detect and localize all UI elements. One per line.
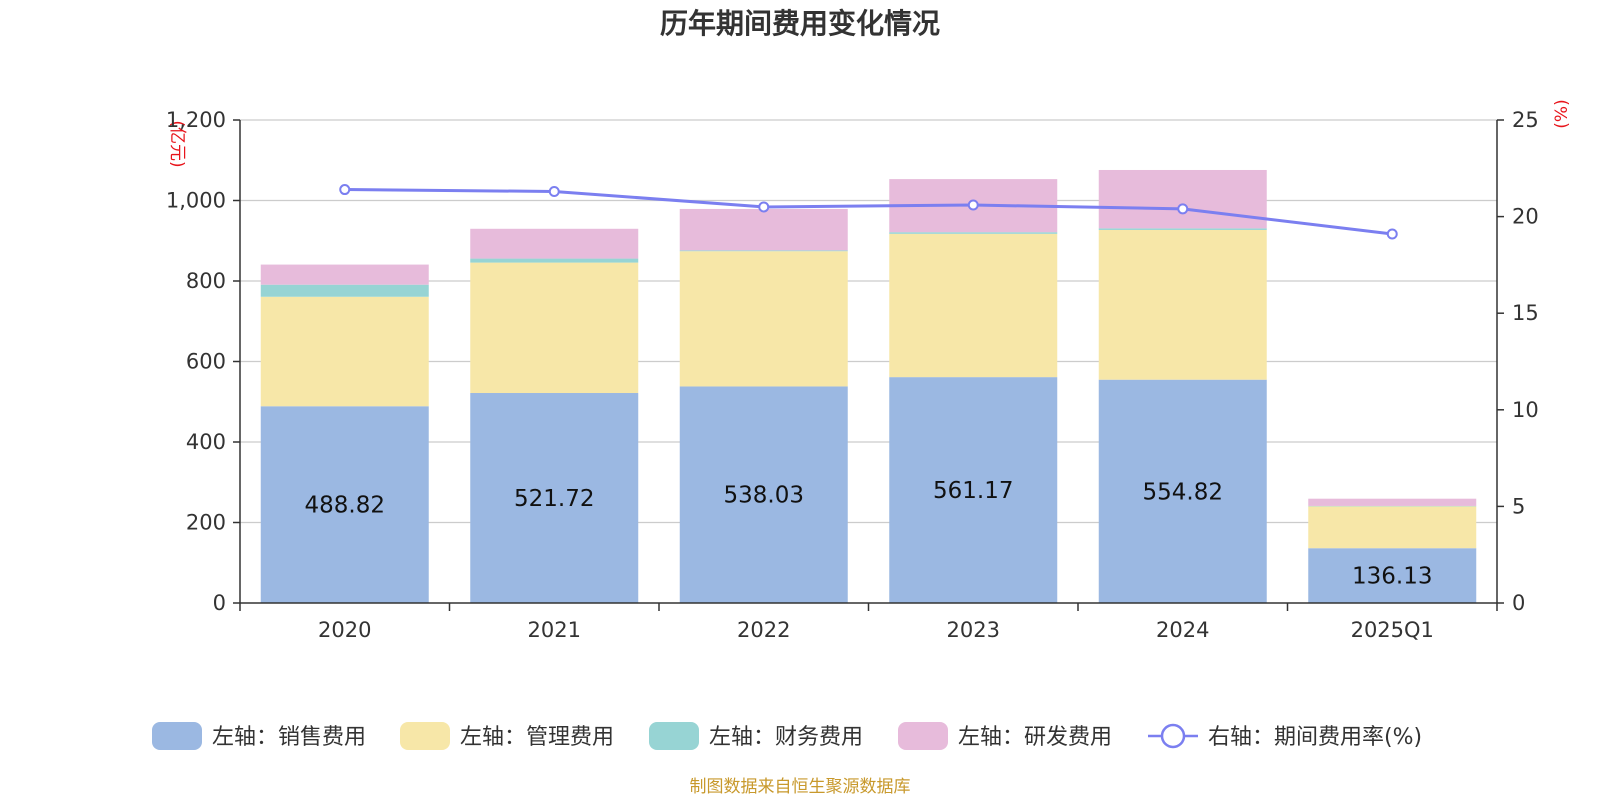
bar-segment [679,208,848,251]
right-axis-unit: (%) [1552,99,1572,128]
legend-label: 左轴：管理费用 [460,725,614,750]
legend-label: 左轴：研发费用 [958,725,1112,750]
bar-segment [260,264,429,285]
bar-data-label: 538.03 [724,483,804,509]
x-axis-tick-label: 2024 [1156,618,1209,642]
legend-swatch-icon [152,722,202,750]
rate-point [758,201,770,213]
rate-point [548,185,560,197]
rate-point [967,199,979,211]
axes: 0 200 400 600 800 1,000 1,200 0 5 10 15 20 25 2020 202… [166,108,1539,642]
left-axis-unit: (亿元) [167,120,187,167]
left-axis-tick-label: 800 [186,269,226,293]
bar-segment [1098,379,1267,603]
bar-data-label: 521.72 [514,486,594,512]
bar-data-label: 136.13 [1352,564,1432,590]
legend-marker-icon [1160,723,1186,749]
bar-segment [679,250,848,252]
bar-segment [1308,506,1477,549]
legend-swatch-icon [400,722,450,750]
bar-segment [470,262,639,394]
bar-series: 488.82 521.72 538.03 561.17 554.82 136.13 [260,169,1477,603]
bar-segment [889,377,1058,603]
right-axis-tick-label: 5 [1512,494,1525,518]
rate-point [339,184,351,196]
left-axis-tick-label: 1,200 [166,108,226,132]
bar-segment [470,393,639,603]
bar-segment [260,296,429,407]
source-note: 制图数据来自恒生聚源数据库 [690,777,911,797]
line-series [339,184,1398,240]
bar-segment [1098,229,1267,380]
bar-segment [260,284,429,297]
legend-swatch-icon [898,722,948,750]
left-axis-tick-label: 200 [186,511,226,535]
bar-segment [1098,169,1267,229]
right-axis-tick-label: 10 [1512,398,1539,422]
gridlines [240,119,1497,524]
bar-segment [1098,228,1267,230]
bar-segment [260,406,429,603]
left-axis-tick-label: 400 [186,430,226,454]
rate-point [1177,203,1189,215]
bar-segment [679,251,848,387]
x-axis-tick-label: 2021 [528,618,581,642]
right-axis-tick-label: 0 [1512,591,1525,615]
left-axis-tick-label: 600 [186,350,226,374]
bar-segment [470,228,639,259]
left-axis-tick-label: 0 [213,591,226,615]
bar-segment [679,386,848,603]
bar-segment [889,233,1058,378]
bar-data-label: 561.17 [933,478,1013,504]
x-axis-tick-label: 2023 [947,618,1000,642]
right-axis-tick-label: 20 [1512,205,1539,229]
chart-title: 历年期间费用变化情况 [660,7,940,40]
bar-segment [470,258,639,263]
x-axis-tick-label: 2020 [318,618,371,642]
legend-label: 左轴：财务费用 [709,725,863,750]
bar-data-label: 488.82 [305,493,385,519]
right-axis-tick-label: 25 [1512,108,1539,132]
legend-label: 右轴：期间费用率(%) [1208,725,1422,750]
legend: 左轴：销售费用 左轴：管理费用 左轴：财务费用 左轴：研发费用 右轴：期间费用率(%) [152,722,1422,750]
x-axis-tick-label: 2025Q1 [1351,618,1434,642]
right-axis-tick-label: 15 [1512,301,1539,325]
bar-data-label: 554.82 [1143,479,1223,505]
bar-segment [889,232,1058,234]
rate-point [1386,228,1398,240]
left-axis-tick-label: 1,000 [166,189,226,213]
bar-segment [1308,548,1477,603]
legend-swatch-icon [649,722,699,750]
bar-segment [1308,498,1477,506]
rate-line [344,188,1393,236]
x-axis-tick-label: 2022 [737,618,790,642]
legend-label: 左轴：销售费用 [212,725,366,750]
